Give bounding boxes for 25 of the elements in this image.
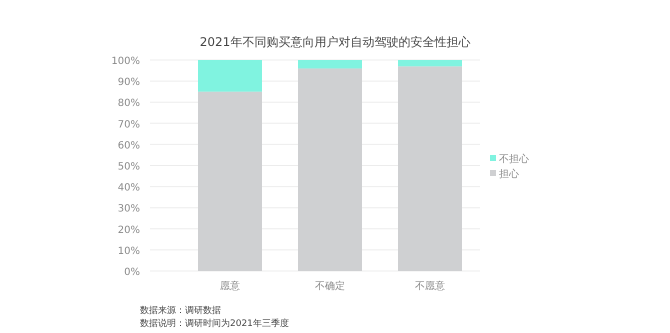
bar [198,60,262,92]
x-tick-label: 愿意 [220,280,240,292]
x-tick-label: 不确定 [315,280,345,292]
x-tick-label: 不愿意 [415,280,445,292]
y-tick-label: 50% [118,162,140,172]
y-tick-label: 20% [118,224,140,236]
text: 数据说明：调研时间为2021年三季度 [140,318,289,329]
y-tick-label: 60% [118,140,140,152]
bar [298,60,362,68]
bar [198,92,262,271]
bar [398,60,462,66]
chart-title: 2021年不同购买意向用户对自动驾驶的安全性担心 [200,35,470,49]
y-tick-label: 30% [118,204,140,215]
legend-label: 不担心 [499,153,529,165]
y-tick-label: 0% [124,267,140,278]
source-note: 数据来源：调研数据 [140,305,221,316]
y-tick-label: 90% [118,77,140,88]
y-tick-label: 10% [118,246,140,257]
y-tick-label: 40% [118,182,140,194]
y-tick-label: 70% [118,119,140,130]
y-tick-label: 100% [111,56,140,67]
bar [298,68,362,271]
legend-label: 担心 [499,168,519,180]
bar [398,66,462,271]
y-tick-label: 80% [118,98,140,110]
